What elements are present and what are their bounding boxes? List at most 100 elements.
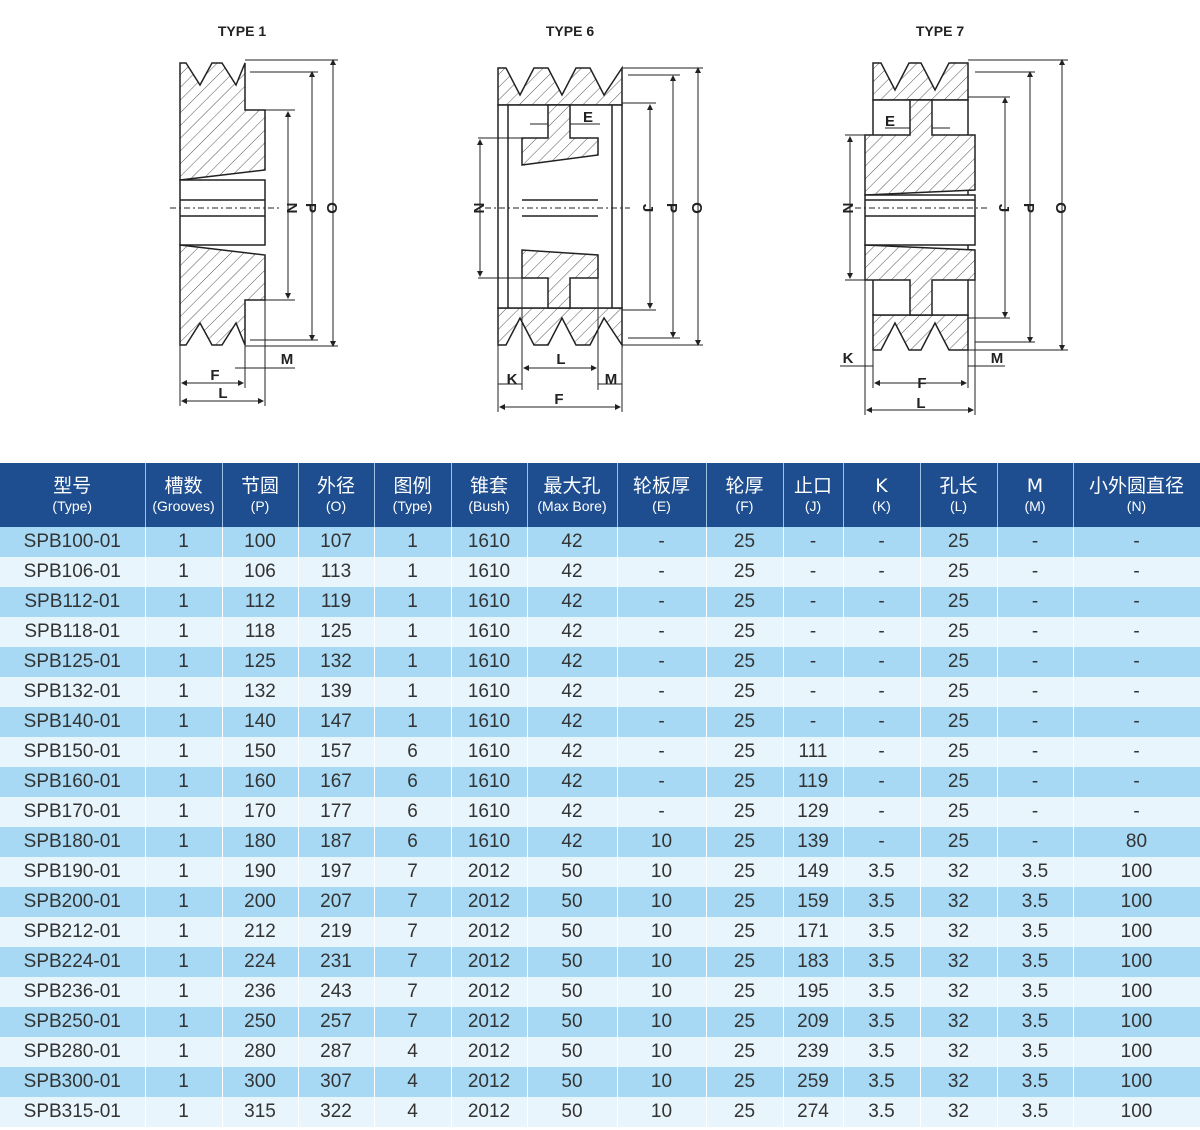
column-header-en: (P) xyxy=(250,497,270,514)
table-cell: 10 xyxy=(617,917,707,947)
table-cell: 42 xyxy=(527,767,618,797)
table-cell: 3.5 xyxy=(843,857,921,887)
table-cell: 25 xyxy=(706,767,784,797)
table-cell: 219 xyxy=(298,917,375,947)
type1-drawing xyxy=(170,59,338,406)
table-cell: 32 xyxy=(920,857,998,887)
column-header-cn: M xyxy=(1026,475,1044,498)
table-cell: 1 xyxy=(145,857,223,887)
table-cell: - xyxy=(843,767,921,797)
table-cell: - xyxy=(783,677,844,707)
table-cell: 1 xyxy=(145,1097,223,1127)
table-cell: - xyxy=(1073,767,1200,797)
table-cell: 171 xyxy=(783,917,844,947)
table-cell: 1 xyxy=(145,707,223,737)
table-cell: - xyxy=(783,707,844,737)
table-cell: SPB180-01 xyxy=(0,827,146,857)
dim-label: F xyxy=(210,367,219,384)
table-cell: - xyxy=(1073,617,1200,647)
table-cell: - xyxy=(843,587,921,617)
table-cell: - xyxy=(997,737,1074,767)
table-cell: - xyxy=(1073,587,1200,617)
table-cell: 100 xyxy=(1073,1097,1200,1127)
dim-label: E xyxy=(583,109,593,126)
table-row: SPB300-01 1 300 307 4 2012 50 10 25 259 3.5 32 3.5 10… xyxy=(0,1067,1200,1097)
table-cell: 236 xyxy=(222,977,299,1007)
table-cell: 6 xyxy=(374,767,452,797)
column-header-cn: 最大孔 xyxy=(543,475,601,498)
column-header: 止口 (J) xyxy=(783,463,844,527)
table-cell: 257 xyxy=(298,1007,375,1037)
table-cell: - xyxy=(843,557,921,587)
table-cell: 50 xyxy=(527,1067,618,1097)
table-cell: 32 xyxy=(920,917,998,947)
table-cell: 4 xyxy=(374,1097,452,1127)
table-cell: - xyxy=(843,647,921,677)
table-cell: - xyxy=(617,527,707,557)
column-header: 孔长 (L) xyxy=(920,463,998,527)
table-cell: - xyxy=(617,677,707,707)
table-cell: 3.5 xyxy=(997,977,1074,1007)
table-cell: 1610 xyxy=(451,827,528,857)
table-cell: 32 xyxy=(920,977,998,1007)
table-cell: 1610 xyxy=(451,617,528,647)
table-cell: 3.5 xyxy=(843,977,921,1007)
table-cell: 1 xyxy=(145,557,223,587)
pulley-drawings: TYPE 1 TYPE 6 TYPE 7 N P O M F L N E J P… xyxy=(170,23,1069,415)
column-header-en: (N) xyxy=(1126,497,1147,514)
table-cell: 100 xyxy=(1073,887,1200,917)
table-cell: 3.5 xyxy=(843,947,921,977)
column-header-cn: 小外圆直径 xyxy=(1088,475,1184,498)
table-cell: 1 xyxy=(374,647,452,677)
table-cell: 25 xyxy=(920,707,998,737)
table-cell: 100 xyxy=(1073,1037,1200,1067)
table-row: SPB132-01 1 132 139 1 1610 42-25- -25- - xyxy=(0,677,1200,707)
table-cell: 32 xyxy=(920,947,998,977)
table-cell: SPB118-01 xyxy=(0,617,146,647)
table-cell: - xyxy=(843,797,921,827)
table-cell: 2012 xyxy=(451,1097,528,1127)
table-cell: SPB200-01 xyxy=(0,887,146,917)
table-cell: 2012 xyxy=(451,1067,528,1097)
table-cell: 10 xyxy=(617,857,707,887)
table-cell: 119 xyxy=(783,767,844,797)
table-cell: 113 xyxy=(298,557,375,587)
table-cell: 3.5 xyxy=(843,917,921,947)
table-cell: 1 xyxy=(145,947,223,977)
table-cell: SPB315-01 xyxy=(0,1097,146,1127)
table-cell: 80 xyxy=(1073,827,1200,857)
table-cell: 42 xyxy=(527,737,618,767)
table-cell: 50 xyxy=(527,947,618,977)
table-cell: SPB190-01 xyxy=(0,857,146,887)
table-cell: 1 xyxy=(145,737,223,767)
table-cell: 197 xyxy=(298,857,375,887)
table-cell: 10 xyxy=(617,827,707,857)
table-cell: 10 xyxy=(617,1037,707,1067)
table-cell: - xyxy=(997,707,1074,737)
table-cell: 212 xyxy=(222,917,299,947)
table-row: SPB100-01 1 100 107 1 1610 42-25- -25- - xyxy=(0,527,1200,557)
table-header-row: 型号 (Type) 槽数 (Grooves) 节圆 (P) 外径 (O) 图例 (Type) 锥套(… xyxy=(0,463,1200,527)
table-cell: 10 xyxy=(617,977,707,1007)
table-cell: 6 xyxy=(374,827,452,857)
table-cell: 25 xyxy=(706,827,784,857)
table-cell: 1610 xyxy=(451,647,528,677)
column-header: 图例 (Type) xyxy=(374,463,452,527)
table-cell: - xyxy=(783,617,844,647)
table-cell: 1 xyxy=(374,557,452,587)
table-cell: 100 xyxy=(1073,1067,1200,1097)
table-cell: 1 xyxy=(145,767,223,797)
table-cell: SPB280-01 xyxy=(0,1037,146,1067)
table-cell: 106 xyxy=(222,557,299,587)
column-header-cn: 孔长 xyxy=(939,475,978,498)
table-cell: 159 xyxy=(783,887,844,917)
table-cell: - xyxy=(997,557,1074,587)
table-cell: - xyxy=(617,767,707,797)
dim-label: K xyxy=(843,350,854,367)
table-cell: - xyxy=(617,647,707,677)
table-cell: 25 xyxy=(920,827,998,857)
table-cell: - xyxy=(997,827,1074,857)
table-cell: 100 xyxy=(1073,917,1200,947)
dim-label: J xyxy=(639,204,656,212)
table-cell: SPB300-01 xyxy=(0,1067,146,1097)
